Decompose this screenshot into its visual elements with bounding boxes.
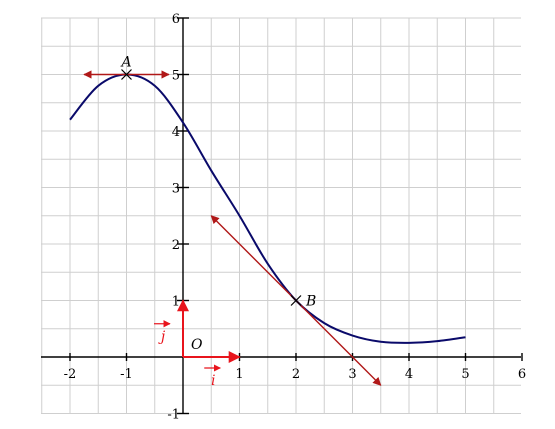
unit-vector-label-i: i — [211, 373, 215, 389]
point-label-A: A — [119, 55, 131, 71]
x-tick-label: 3 — [348, 367, 356, 382]
point-marker-A — [121, 69, 132, 80]
x-tick-label: 4 — [405, 367, 413, 382]
y-tick-label: 3 — [172, 182, 180, 197]
y-tick-label: 2 — [172, 238, 180, 253]
unit-vector-label-j: j — [158, 329, 166, 345]
y-tick-label: 1 — [172, 295, 180, 310]
point-marker-B — [290, 295, 302, 306]
origin-label: O — [191, 337, 203, 353]
x-tick-label: 1 — [235, 367, 243, 382]
y-tick-label: 4 — [172, 125, 180, 140]
x-tick-label: -2 — [64, 367, 77, 382]
x-tick-label: 5 — [461, 367, 469, 382]
marked-points: AB — [119, 55, 316, 310]
y-tick-label: 6 — [172, 12, 180, 27]
y-tick-label: -1 — [167, 408, 180, 423]
tick-labels: -2 -1 1 2 3 4 5 6 -1 1 2 3 4 5 6 O — [64, 12, 526, 423]
x-tick-label: 6 — [518, 367, 526, 382]
point-label-B: B — [305, 294, 316, 310]
unit-vectors: ij — [154, 299, 241, 389]
x-tick-label: -1 — [120, 367, 133, 382]
y-tick-label: 5 — [172, 69, 180, 84]
tangent-lines — [83, 70, 382, 386]
x-tick-label: 2 — [292, 367, 300, 382]
